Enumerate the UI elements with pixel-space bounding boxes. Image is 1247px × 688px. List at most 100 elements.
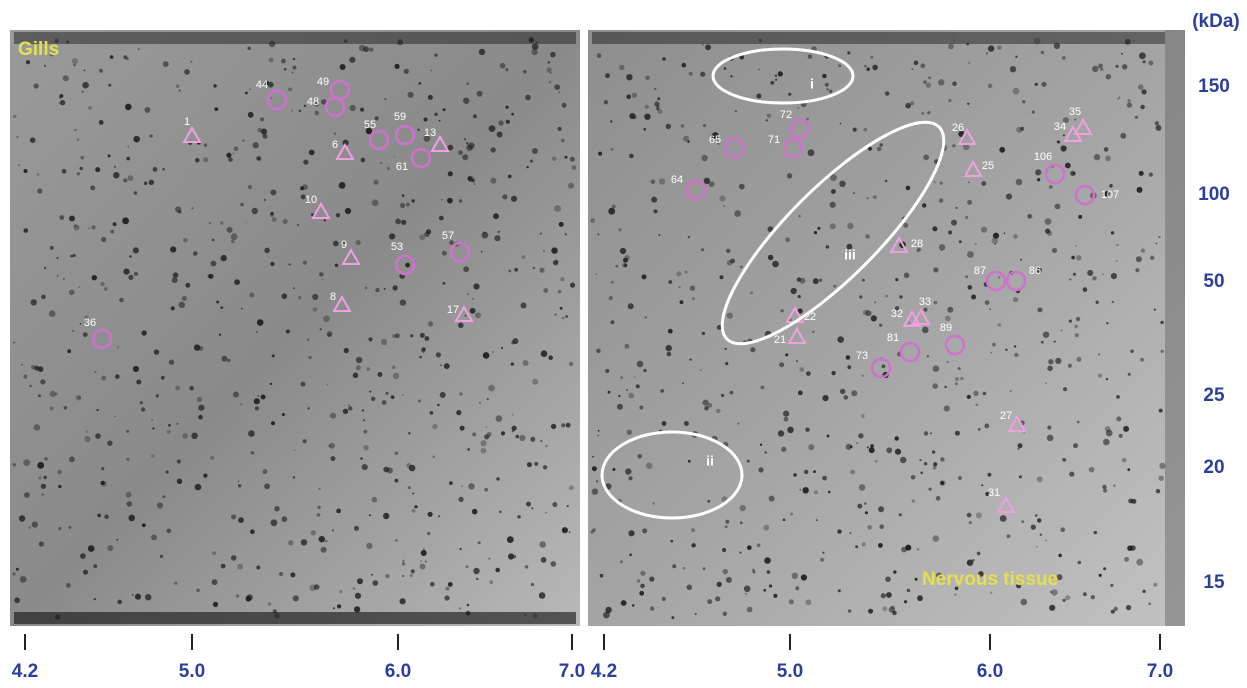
spot-label: 25 — [982, 160, 994, 172]
gel-dot — [90, 185, 96, 191]
gel-dot — [982, 391, 987, 396]
gel-dot — [1109, 184, 1113, 188]
gel-dot — [429, 411, 434, 415]
gel-dot — [1117, 97, 1120, 100]
gel-dot — [123, 178, 128, 183]
spot-label: 71 — [768, 134, 780, 146]
gel-dot — [1111, 300, 1114, 304]
gel-dot — [116, 538, 119, 541]
gel-dot — [569, 485, 574, 491]
gel-dot — [506, 536, 514, 543]
gel-dot — [1082, 287, 1088, 292]
gel-dot — [796, 277, 802, 282]
gel-dot — [626, 429, 632, 435]
gel-dot — [1148, 172, 1153, 177]
gel-dot — [703, 124, 706, 127]
gel-dot — [1127, 99, 1131, 103]
gel-dot — [831, 189, 836, 194]
gel-gills — [10, 30, 580, 626]
gel-dot — [342, 241, 346, 245]
gel-dot — [814, 490, 818, 495]
gel-dot — [442, 282, 446, 285]
gel-dot — [730, 75, 733, 78]
gel-dot — [73, 224, 80, 231]
gel-dot — [661, 596, 666, 602]
gel-dot — [160, 375, 165, 380]
spot-circle — [91, 328, 113, 350]
gel-dot — [113, 165, 116, 168]
gel-dot — [596, 53, 602, 59]
gel-dot — [540, 557, 547, 563]
gel-dot — [624, 263, 628, 268]
gel-dot — [349, 56, 356, 63]
gel-dot — [198, 404, 205, 411]
gel-dot — [365, 127, 373, 135]
spot-circle — [266, 89, 288, 111]
gel-dot — [245, 221, 248, 224]
gel-dot — [439, 392, 446, 398]
gel-dot — [864, 64, 867, 68]
gel-dot — [1115, 64, 1119, 68]
gel-dot — [481, 231, 489, 239]
spot-label: 13 — [424, 127, 436, 139]
gel-dot — [905, 185, 911, 191]
gel-dot — [151, 419, 154, 422]
gel-dot — [785, 237, 790, 243]
gel-dot — [511, 341, 515, 345]
x-tick-label: 6.0 — [385, 661, 411, 682]
gel-dot — [730, 258, 735, 264]
gel-dot — [911, 68, 914, 71]
gel-dot — [126, 57, 129, 60]
gel-dot — [119, 297, 124, 303]
gel-dot — [1136, 186, 1143, 193]
gel-dot — [561, 102, 567, 108]
gel-dot — [799, 367, 805, 372]
gel-dot — [893, 570, 897, 574]
gel-dot — [554, 313, 557, 316]
gel-dot — [285, 329, 290, 334]
gel-dot — [879, 143, 883, 147]
gel-dot — [708, 181, 715, 188]
gel-dot — [76, 172, 81, 176]
spot-label: 65 — [709, 134, 721, 146]
spot-triangle — [1007, 414, 1027, 432]
gel-dot — [517, 515, 521, 519]
gel-dot — [660, 389, 665, 393]
spot-triangle — [963, 159, 983, 177]
spot-circle — [944, 334, 966, 356]
gel-dot — [872, 195, 877, 200]
gel-dot — [235, 594, 240, 598]
gel-dot — [58, 101, 61, 104]
gel-dot — [59, 215, 65, 220]
gel-dot — [881, 364, 886, 369]
gel-dot — [958, 240, 962, 244]
gel-dot — [48, 310, 56, 318]
gel-dot — [21, 364, 23, 366]
gel-dot — [1027, 213, 1033, 219]
gel-dot — [13, 341, 16, 344]
gel-dot — [168, 359, 175, 365]
gel-dot — [623, 257, 628, 263]
gel-dot — [214, 107, 219, 111]
gel-dot — [323, 219, 326, 222]
gel-dot — [375, 287, 380, 293]
gel-dot — [939, 181, 943, 185]
gel-dot — [688, 71, 693, 76]
spot-triangle — [430, 134, 450, 152]
gel-dot — [292, 476, 296, 479]
gel-dot — [767, 254, 774, 261]
gel-dot — [878, 543, 883, 548]
gel-dot — [220, 563, 226, 569]
gel-dot — [419, 332, 425, 338]
gel-dot — [1039, 533, 1043, 536]
spot-label: 89 — [940, 322, 952, 334]
gel-dot — [938, 79, 945, 86]
gel-dot — [822, 73, 827, 79]
gel-dot — [534, 461, 539, 466]
gel-dot — [486, 398, 489, 401]
gel-dot — [465, 565, 469, 569]
gel-dot — [549, 71, 552, 74]
gel-dot — [530, 159, 533, 163]
gel-dot — [656, 108, 659, 111]
gel-dot — [952, 81, 957, 86]
